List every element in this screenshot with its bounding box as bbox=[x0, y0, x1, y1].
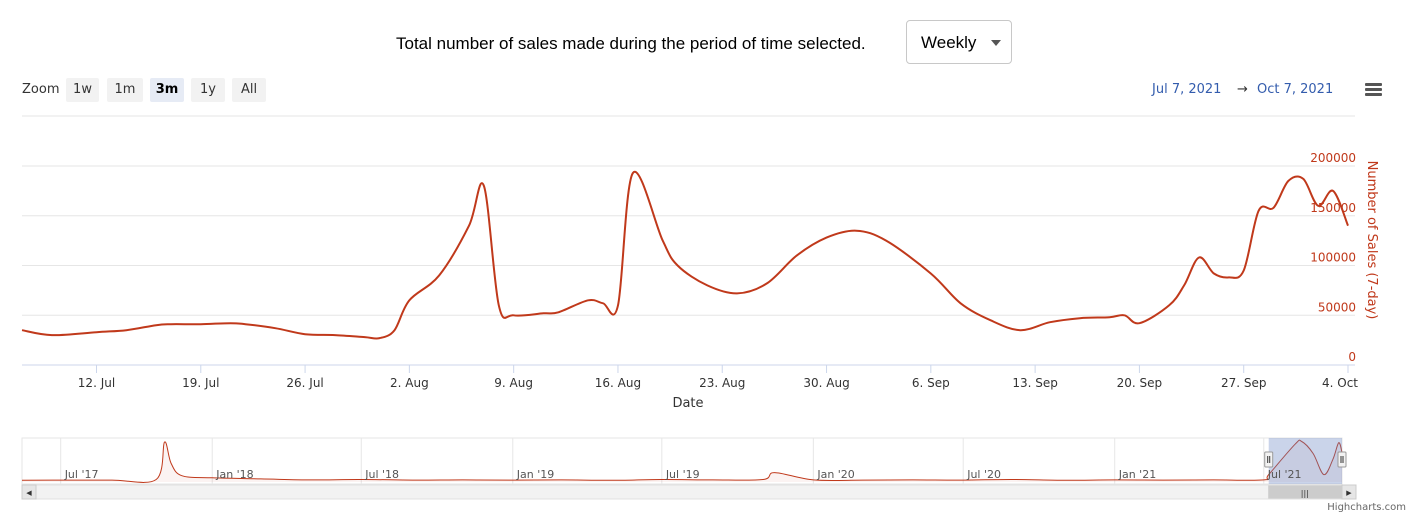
scrollbar-right-arrow-icon: ▶ bbox=[1346, 489, 1352, 497]
period-select[interactable]: Weekly bbox=[906, 20, 1012, 64]
x-tick-label: 30. Aug bbox=[803, 376, 849, 390]
period-select-value: Weekly bbox=[921, 33, 977, 52]
navigator-grid bbox=[60, 438, 1265, 484]
x-tick-label: 16. Aug bbox=[595, 376, 641, 390]
series-line bbox=[21, 170, 1349, 340]
navigator-label: Jul '21 bbox=[1267, 468, 1302, 481]
grid-lines bbox=[22, 115, 1355, 316]
x-tick-label: 12. Jul bbox=[78, 376, 115, 390]
x-tick-label: 2. Aug bbox=[390, 376, 429, 390]
y-tick-label: 0 bbox=[1348, 350, 1356, 364]
navigator-label: Jan '20 bbox=[816, 468, 854, 481]
hamburger-menu-icon[interactable] bbox=[1365, 83, 1382, 97]
scrollbar-thumb[interactable] bbox=[1268, 485, 1342, 499]
scrollbar-right-button[interactable] bbox=[1341, 484, 1357, 500]
scrollbar-track[interactable] bbox=[21, 484, 1357, 500]
x-tick-label: 4. Oct bbox=[1322, 376, 1358, 390]
scrollbar-grip: ||| bbox=[1301, 489, 1309, 498]
x-tick-label: 19. Jul bbox=[182, 376, 219, 390]
scrollbar-left-arrow-icon: ◀ bbox=[26, 489, 32, 497]
y-axis-title: Number of Sales (7-day) bbox=[1364, 161, 1379, 320]
range-from-input[interactable]: Jul 7, 2021 bbox=[1152, 82, 1222, 97]
navigator-label: Jul '17 bbox=[64, 468, 99, 481]
chevron-down-icon bbox=[991, 40, 1001, 46]
y-tick-label: 200000 bbox=[1310, 151, 1356, 165]
navigator-handle-right[interactable] bbox=[1337, 451, 1347, 468]
navigator-labels: Jul '17 Jan '18 Jul '18 Jan '19 Jul '19 Jan '… bbox=[64, 468, 1302, 481]
navigator-label: Jan '21 bbox=[1118, 468, 1156, 481]
x-tick-marks bbox=[95, 365, 1349, 373]
x-tick-label: 23. Aug bbox=[699, 376, 745, 390]
x-axis-title: Date bbox=[672, 396, 703, 411]
navigator-series bbox=[21, 439, 1343, 483]
y-tick-label: 100000 bbox=[1310, 251, 1356, 265]
navigator-label: Jul '20 bbox=[966, 468, 1001, 481]
chart-title: Total number of sales made during the pe… bbox=[396, 34, 866, 53]
x-tick-label: 9. Aug bbox=[494, 376, 533, 390]
navigator-selected-range bbox=[1268, 438, 1342, 484]
navigator-label: Jul '18 bbox=[364, 468, 399, 481]
x-tick-label: 6. Sep bbox=[912, 376, 950, 390]
navigator-background bbox=[21, 437, 1343, 485]
navigator-label: Jul '19 bbox=[665, 468, 700, 481]
y-tick-label: 50000 bbox=[1318, 300, 1356, 314]
highcharts-credit[interactable]: Highcharts.com bbox=[1327, 502, 1406, 513]
zoom-button-1y[interactable]: 1y bbox=[191, 78, 225, 102]
x-tick-label: 26. Jul bbox=[286, 376, 323, 390]
x-tick-labels: 12. Jul 19. Jul 26. Jul 2. Aug 9. Aug 16. Aug… bbox=[78, 376, 1358, 390]
main-chart: 12. Jul 19. Jul 26. Jul 2. Aug 9. Aug 16. Aug… bbox=[21, 115, 1379, 411]
zoom-label: Zoom bbox=[22, 82, 60, 97]
x-tick-label: 20. Sep bbox=[1117, 376, 1163, 390]
x-tick-label: 13. Sep bbox=[1012, 376, 1058, 390]
scrollbar-left-button[interactable] bbox=[21, 484, 37, 500]
zoom-button-1w[interactable]: 1w bbox=[66, 78, 99, 102]
navigator-handle-left[interactable] bbox=[1264, 451, 1274, 468]
range-to-input[interactable]: Oct 7, 2021 bbox=[1257, 82, 1334, 97]
zoom-button-1m[interactable]: 1m bbox=[107, 78, 143, 102]
zoom-button-all[interactable]: All bbox=[232, 78, 266, 102]
navigator-label: Jan '19 bbox=[516, 468, 554, 481]
range-arrow: → bbox=[1237, 82, 1248, 97]
zoom-button-3m[interactable]: 3m bbox=[150, 78, 184, 102]
navigator-label: Jan '18 bbox=[215, 468, 253, 481]
x-tick-label: 27. Sep bbox=[1221, 376, 1267, 390]
